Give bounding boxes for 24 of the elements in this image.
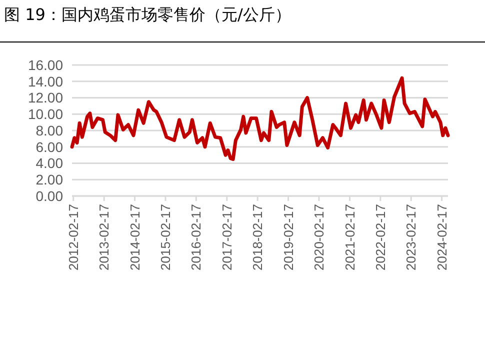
x-tick-label: 2023-02-17 — [404, 204, 419, 270]
x-tick-label: 2016-02-17 — [188, 204, 204, 270]
x-tick-label: 2022-02-17 — [372, 204, 388, 270]
y-tick-label: 0.00 — [36, 188, 64, 204]
y-tick-label: 2.00 — [36, 172, 64, 188]
x-tick-label: 2019-02-17 — [280, 204, 296, 270]
x-tick-label: 2018-02-17 — [250, 204, 266, 270]
x-tick-label: 2017-02-17 — [219, 204, 234, 270]
x-tick-label: 2021-02-17 — [342, 204, 358, 270]
x-tick-label: 2015-02-17 — [158, 204, 174, 270]
y-tick-label: 4.00 — [36, 155, 64, 172]
x-tick-label: 2013-02-17 — [96, 204, 112, 270]
chart-title: 图 19：国内鸡蛋市场零售价（元/公斤） — [4, 5, 291, 24]
x-tick-label: 2012-02-17 — [66, 204, 81, 270]
y-tick-label: 14.00 — [28, 73, 64, 90]
y-tick-label: 6.00 — [36, 138, 64, 155]
x-tick-label: 2020-02-17 — [312, 204, 327, 270]
y-tick-label: 8.00 — [36, 122, 64, 138]
x-tick-label: 2014-02-17 — [127, 204, 142, 270]
y-tick-label: 10.00 — [28, 106, 64, 122]
line-series — [70, 76, 450, 161]
y-tick-label: 12.00 — [28, 90, 64, 106]
y-tick-label: 16.00 — [28, 56, 64, 73]
x-tick-label: 2024-02-17 — [434, 204, 450, 270]
